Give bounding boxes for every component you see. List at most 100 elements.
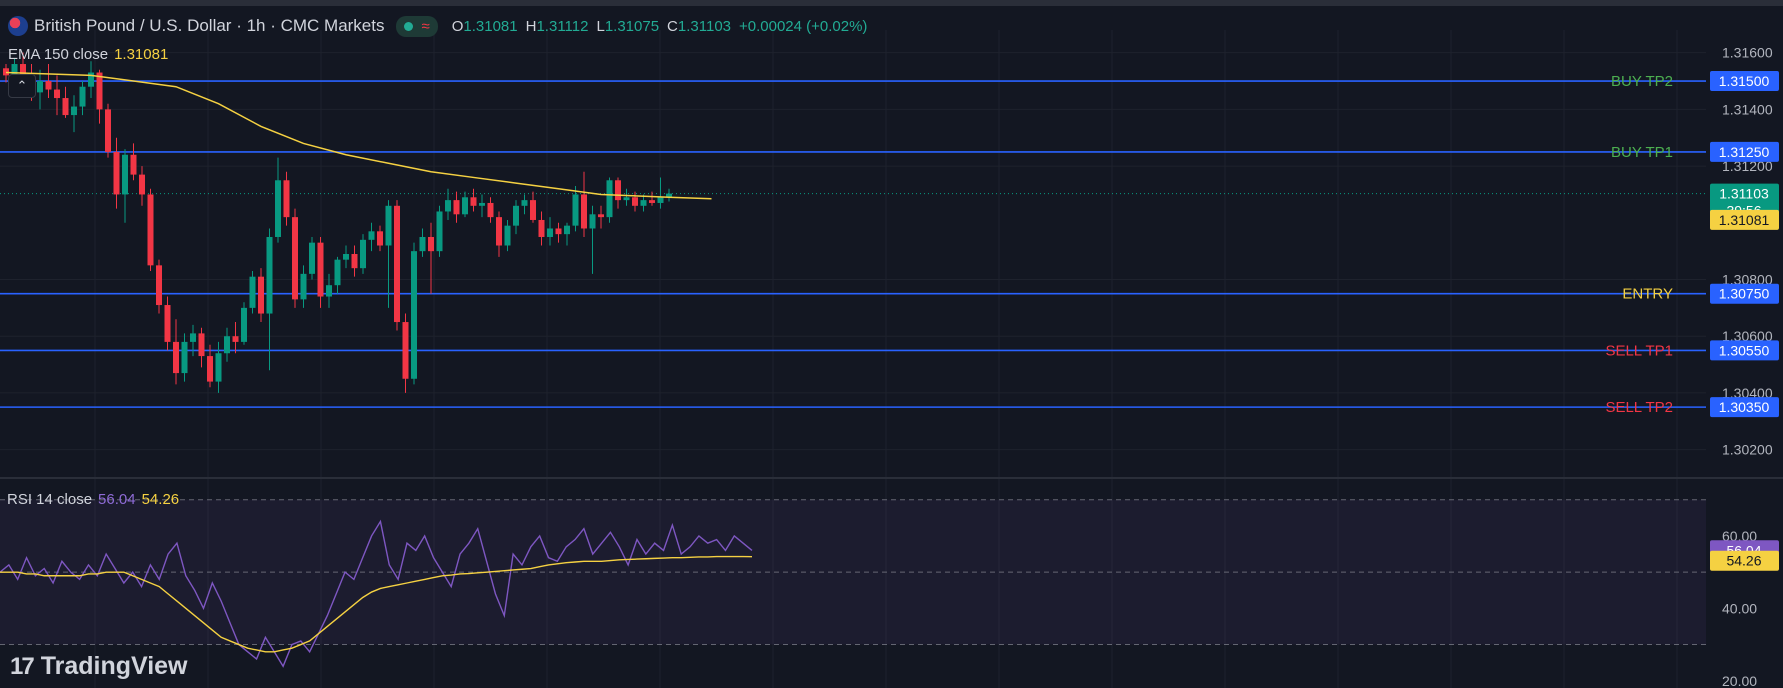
price-axis: 1.31600 1.31400 1.31200 1.30800 1.30600 1.304… [1710, 45, 1779, 688]
price-tick-label: 1.31200 [1722, 158, 1773, 174]
ema-price-badge-box [1710, 209, 1779, 230]
ema-150-line [5, 71, 712, 200]
candle-body [190, 333, 196, 342]
level-price-badge-text: 1.31250 [1719, 144, 1770, 160]
chart-header: British Pound / U.S. Dollar · 1h · CMC M… [8, 14, 867, 38]
candle-body [249, 276, 256, 308]
candle-body [173, 341, 179, 374]
candle-body [283, 180, 290, 218]
rsi-ma-value-badge-text: 54.26 [1726, 553, 1761, 569]
rsi-tick-label: 40.00 [1722, 600, 1757, 616]
price-tick-label: 1.30400 [1722, 385, 1773, 401]
candle-body [513, 205, 519, 226]
candle-body [640, 200, 647, 206]
rsi-ma-legend-value: 54.26 [141, 491, 180, 508]
candle-body [496, 217, 502, 246]
grid [0, 30, 1783, 688]
candle-body [275, 180, 281, 237]
candle-body [309, 242, 315, 274]
candle-body [224, 336, 230, 354]
candle-body [453, 200, 460, 215]
candle-body [581, 194, 587, 229]
candle-body [615, 180, 621, 201]
ema-legend[interactable]: EMA 150 close 1.31081 [8, 46, 168, 63]
tradingview-logo[interactable]: 17 TradingView [10, 652, 188, 681]
candle-body [164, 305, 171, 342]
ema-line [5, 71, 712, 200]
candle-body [504, 225, 511, 246]
gbpusd-flag-icon [8, 16, 28, 36]
candle-body [258, 276, 264, 314]
ema-legend-label: EMA 150 close [8, 46, 109, 63]
candles [3, 52, 672, 393]
price-tick-label: 1.30600 [1722, 328, 1773, 344]
candle-body [598, 214, 604, 218]
rsi-ma-value-badge-box [1710, 550, 1779, 571]
candle-body [292, 217, 298, 300]
candle-body [147, 194, 154, 266]
rsi-legend[interactable]: RSI 14 close 56.04 54.26 [7, 491, 179, 508]
level-price-badge-text: 1.31500 [1719, 73, 1770, 89]
wave-icon: ≈ [421, 17, 430, 35]
candle-body [20, 64, 26, 79]
price-tick-label: 1.30800 [1722, 272, 1773, 288]
candle-body [377, 231, 383, 246]
candle-body [54, 89, 60, 99]
collapse-legend-button[interactable]: ⌃ [8, 74, 36, 98]
candle-body [368, 231, 375, 240]
candle-body [632, 197, 638, 206]
level-label: BUY TP1 [1611, 144, 1673, 161]
candle-body [657, 197, 664, 203]
candle-body [207, 356, 213, 382]
candle-body [215, 353, 222, 382]
candle-body [181, 341, 188, 374]
candle-body [436, 211, 443, 252]
candle-body [530, 200, 536, 220]
candle-body [266, 236, 273, 314]
rsi-tick-label: 60.00 [1722, 528, 1757, 544]
candle-body [105, 109, 111, 152]
level-label: SELL TP1 [1605, 342, 1673, 359]
candle-body [521, 200, 528, 206]
level-price-badge-text: 1.30550 [1719, 342, 1770, 358]
tradingview-wordmark: TradingView [40, 652, 188, 680]
candle-body [11, 64, 18, 76]
level-price-badge-box [1710, 340, 1779, 361]
candle-body [130, 154, 137, 175]
rsi-band-fill [0, 499, 1706, 645]
rsi-ma-line [0, 555, 753, 653]
candle-body [411, 251, 417, 379]
candle-body [470, 197, 477, 206]
candle-body [360, 239, 366, 269]
low-value: 1.31075 [604, 17, 660, 35]
candle-body [198, 333, 205, 357]
candle-body [623, 197, 630, 201]
rsi-lines [0, 519, 753, 668]
market-status-badge[interactable]: ≈ [396, 15, 438, 37]
ohlc-readout: O1.31081 H1.31112 L1.31075 C1.31103 +0.0… [451, 17, 868, 35]
price-tick-label: 1.31400 [1722, 101, 1773, 117]
change-value: +0.00024 (+0.02%) [739, 17, 868, 35]
candle-body [547, 228, 553, 237]
candle-body [572, 194, 579, 226]
candle-body [326, 285, 332, 297]
candle-body [79, 86, 86, 107]
candle-body [606, 180, 613, 218]
candle-body [62, 98, 69, 116]
candle-body [462, 197, 468, 215]
candle-body [139, 174, 145, 195]
candle-body [300, 273, 307, 300]
candle-body [71, 106, 77, 116]
level-price-badge-box [1710, 397, 1779, 418]
candle-body [122, 154, 128, 195]
candle-body [88, 72, 94, 87]
candle-body [419, 236, 426, 252]
symbol-title[interactable]: British Pound / U.S. Dollar · 1h · CMC M… [34, 16, 385, 35]
candle-body [334, 259, 341, 286]
candle-body [156, 265, 162, 306]
candle-body [45, 81, 52, 90]
rsi-line [0, 519, 753, 668]
market-open-dot-icon [404, 21, 414, 31]
candle-body [241, 307, 247, 342]
